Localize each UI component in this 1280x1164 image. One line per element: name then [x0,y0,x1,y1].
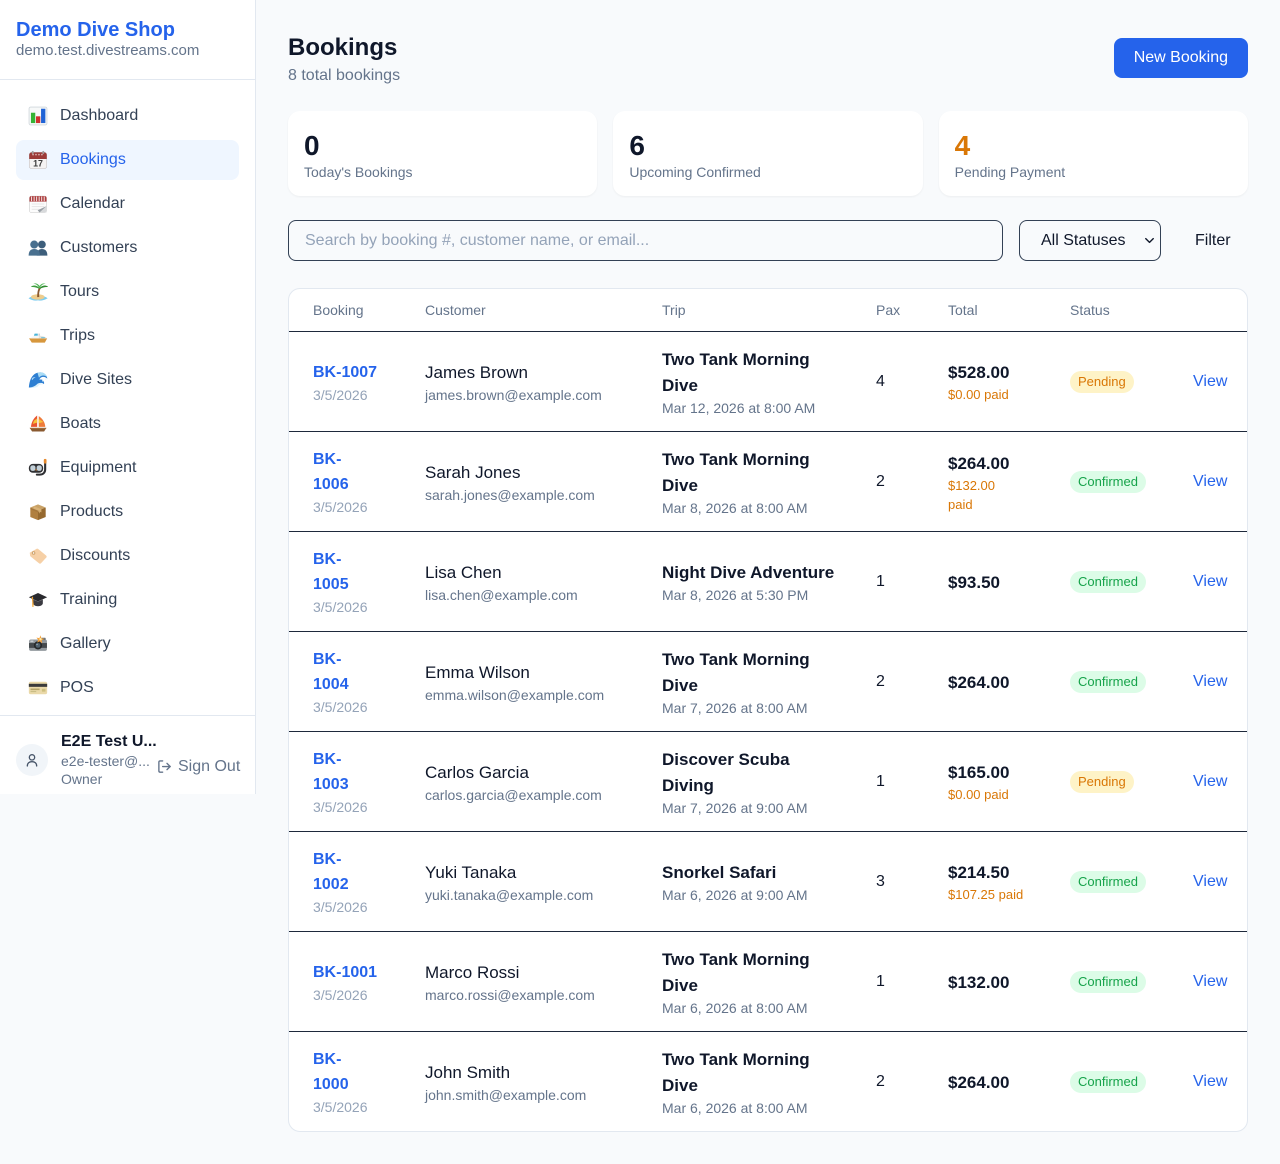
svg-text:17: 17 [33,159,43,169]
